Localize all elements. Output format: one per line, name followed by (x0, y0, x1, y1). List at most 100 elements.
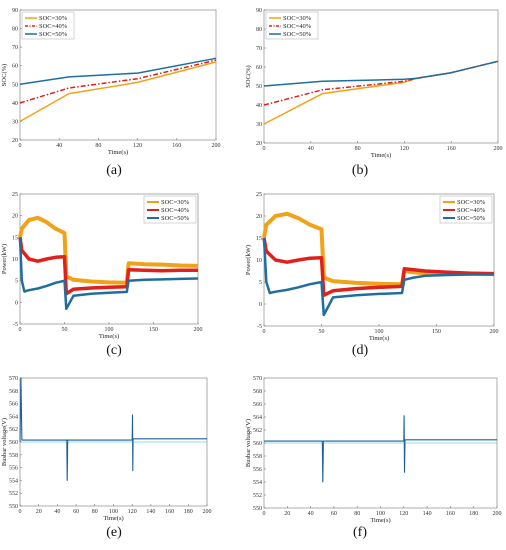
y-tick-label: 570 (253, 376, 262, 382)
y-tick-label: 10 (12, 257, 18, 263)
y-tick-label: 5 (15, 279, 18, 285)
y-tick-label: 5 (259, 280, 262, 286)
y-tick-label: 60 (12, 64, 18, 70)
chart-d: 0 50 100 150 200-50510152025Time(s)Power(kW)… (245, 192, 499, 342)
y-tick-label: 0 (15, 300, 18, 306)
x-tick-label: 40 (308, 511, 314, 517)
x-tick-label: 80 (92, 509, 98, 515)
x-tick-label: 100 (376, 511, 385, 517)
y-tick-label: 90 (256, 8, 262, 14)
y-tick-label: 40 (12, 101, 18, 107)
x-tick-label: 50 (319, 329, 325, 335)
y-tick-label: 568 (9, 389, 18, 395)
x-axis-label: Time(s) (99, 333, 119, 340)
chart-f: 0 20 40 60 80 100 120 140 160 180 200 550 552 554 556 5… (245, 376, 502, 524)
y-tick-label: 40 (256, 103, 262, 109)
x-tick-label: 0 (19, 143, 22, 149)
y-tick-label: 0 (259, 302, 262, 308)
legend-entry: SOC=40% (283, 23, 312, 30)
series-line-50 (263, 60, 499, 87)
x-tick-label: 120 (400, 146, 409, 152)
y-tick-label: 25 (256, 192, 262, 198)
chart-b: 0 40 80 120 160 200 20 30 40 50 60 70 80 90 Time(s) SOC… (245, 8, 503, 159)
x-tick-label: 0 (263, 329, 266, 335)
y-tick-label: 566 (253, 402, 262, 408)
y-tick-label: 566 (9, 402, 18, 408)
x-tick-label: 160 (172, 143, 181, 149)
x-axis-label: Time(s) (370, 517, 390, 524)
legend-c: SOC=30%SOC=40%SOC=50% (143, 195, 197, 224)
y-tick-label: 90 (12, 8, 18, 14)
y-tick-label: 60 (256, 65, 262, 71)
y-tick-label: 20 (256, 214, 262, 220)
series-line-40 (18, 237, 198, 296)
x-tick-label: 200 (203, 509, 212, 515)
y-tick-label: 550 (253, 506, 262, 512)
x-tick-label: 200 (490, 329, 499, 335)
y-tick-label: 50 (256, 84, 262, 90)
x-tick-label: 150 (432, 329, 441, 335)
caption-a: (a) (106, 163, 122, 178)
x-tick-label: 60 (331, 511, 337, 517)
x-tick-label: 0 (263, 146, 266, 152)
y-tick-label: 25 (12, 192, 18, 198)
y-axis-label: SOC(%) (245, 65, 252, 87)
y-tick-label: 554 (253, 480, 262, 486)
series-line-40 (262, 237, 495, 297)
x-axis-label: Time(s) (103, 515, 123, 522)
x-tick-label: 200 (493, 511, 502, 517)
y-tick-label: 558 (9, 453, 18, 459)
legend-b: SOC=30%SOC=40%SOC=50% (265, 11, 319, 40)
x-tick-label: 120 (128, 509, 137, 515)
y-tick-label: 554 (9, 478, 18, 484)
x-tick-label: 200 (194, 327, 203, 333)
y-tick-label: 80 (12, 27, 18, 33)
chart-c: 0 50 100 150 200-50510152025Time(s)Power(kW)… (1, 192, 203, 340)
y-tick-label: -5 (13, 322, 18, 328)
x-tick-label: 160 (447, 146, 456, 152)
legend-entry: SOC=50% (161, 215, 190, 222)
legend-entry: SOC=40% (161, 207, 190, 214)
y-tick-label: 552 (9, 491, 18, 497)
x-tick-label: 100 (375, 329, 384, 335)
y-tick-label: 558 (253, 454, 262, 460)
y-tick-label: 20 (12, 214, 18, 220)
x-tick-label: 180 (469, 511, 478, 517)
x-tick-label: 200 (494, 146, 503, 152)
caption-b: (b) (351, 163, 369, 178)
y-tick-label: 20 (256, 141, 262, 147)
x-tick-label: 120 (399, 511, 408, 517)
x-tick-label: 160 (165, 509, 174, 515)
series-line-40 (263, 60, 499, 106)
y-tick-label: 550 (9, 504, 18, 510)
y-tick-label: 80 (256, 27, 262, 33)
y-tick-label: 570 (9, 376, 18, 382)
x-tick-label: 100 (109, 509, 118, 515)
legend-entry: SOC=50% (457, 215, 486, 222)
y-tick-label: 30 (12, 119, 18, 125)
series-line-30 (262, 211, 495, 287)
series-line-voltage (264, 415, 497, 483)
y-tick-label: 70 (256, 46, 262, 52)
legend-entry: SOC=30% (457, 199, 486, 206)
series-line-40 (19, 59, 217, 104)
x-axis-label: Time(s) (108, 149, 128, 156)
x-tick-label: 40 (308, 146, 314, 152)
x-tick-label: 100 (105, 327, 114, 333)
legend-entry: SOC=40% (39, 23, 68, 30)
caption-e: (e) (106, 525, 122, 540)
caption-d: (d) (351, 343, 369, 358)
series-line-voltage (19, 377, 207, 481)
x-tick-label: 180 (184, 509, 193, 515)
x-tick-label: 80 (355, 146, 361, 152)
series-line-50 (262, 237, 494, 317)
y-tick-label: 15 (12, 235, 18, 241)
y-axis-label: Power(kW) (1, 244, 8, 274)
y-tick-label: 562 (9, 427, 18, 433)
y-tick-label: 50 (12, 82, 18, 88)
y-tick-label: 552 (253, 493, 262, 499)
series-line-50 (18, 237, 199, 311)
series-line-30 (18, 215, 199, 285)
x-tick-label: 80 (95, 143, 101, 149)
